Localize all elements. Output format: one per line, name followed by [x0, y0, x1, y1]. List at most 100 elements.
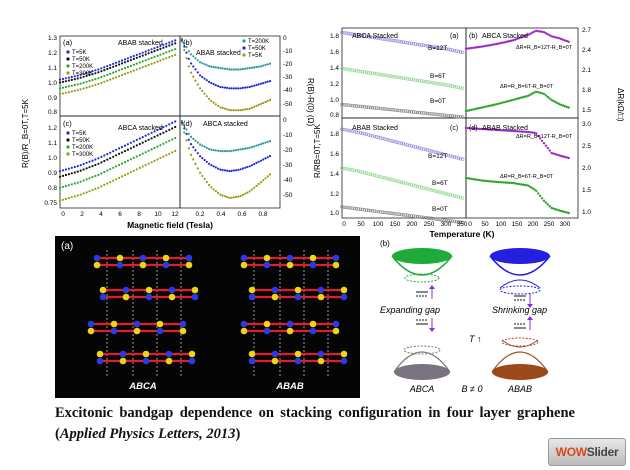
data-point	[391, 178, 395, 182]
data-point	[360, 131, 365, 136]
data-point	[372, 35, 377, 40]
data-point	[489, 180, 492, 183]
data-point	[421, 186, 426, 190]
wowslider-watermark[interactable]: WOWSlider	[548, 438, 626, 466]
data-point	[374, 106, 379, 110]
data-point	[91, 159, 94, 162]
data-point	[165, 154, 168, 157]
data-point	[531, 187, 534, 190]
svg-text:1.0: 1.0	[330, 97, 339, 104]
data-point	[112, 150, 115, 153]
svg-text:-10: -10	[283, 48, 293, 55]
data-point	[199, 87, 202, 90]
data-point	[205, 146, 208, 149]
data-point	[516, 97, 519, 101]
data-point	[533, 91, 536, 94]
atom	[340, 357, 348, 365]
data-point	[189, 62, 193, 65]
svg-text:0.9: 0.9	[48, 95, 57, 102]
data-point	[446, 47, 451, 51]
data-point	[514, 182, 517, 185]
atom	[99, 293, 107, 301]
data-point	[502, 101, 506, 104]
data-point	[217, 104, 220, 107]
data-point	[194, 149, 197, 152]
data-point	[385, 37, 389, 42]
data-point	[436, 217, 440, 222]
data-point	[387, 107, 391, 112]
data-point	[257, 143, 260, 146]
data-point	[483, 179, 487, 182]
data-point	[428, 216, 432, 220]
data-point	[544, 201, 548, 204]
data-point	[126, 172, 129, 175]
data-point	[226, 169, 229, 172]
data-point	[352, 68, 356, 73]
data-point	[123, 67, 127, 70]
atom	[286, 320, 294, 328]
data-point	[450, 84, 455, 88]
svg-text:1.2: 1.2	[48, 125, 57, 132]
data-point	[493, 180, 496, 183]
data-point	[397, 75, 401, 80]
data-point	[106, 153, 109, 156]
data-point	[383, 137, 387, 141]
abab-bottom-cone	[491, 337, 549, 380]
data-point	[264, 81, 267, 84]
data-point	[413, 78, 418, 82]
data-point	[364, 171, 369, 175]
data-point	[168, 56, 171, 59]
data-point	[208, 162, 211, 165]
data-point	[217, 191, 220, 195]
data-point	[221, 194, 224, 197]
data-point	[352, 32, 356, 37]
data-point	[266, 140, 269, 143]
data-point	[415, 78, 420, 83]
data-point	[537, 30, 540, 33]
data-point	[210, 65, 213, 68]
data-point	[237, 87, 240, 90]
data-point	[64, 168, 67, 171]
data-point	[144, 53, 147, 56]
data-point	[405, 41, 410, 45]
svg-text:12: 12	[171, 211, 179, 218]
data-point	[464, 176, 468, 180]
data-point	[538, 30, 542, 33]
data-point	[368, 35, 373, 39]
data-point	[372, 106, 377, 110]
data-point	[103, 69, 106, 72]
data-point	[531, 131, 534, 134]
data-point	[103, 183, 106, 186]
data-point	[264, 63, 267, 66]
data-point	[232, 87, 235, 90]
data-point	[485, 179, 489, 183]
data-point	[413, 145, 418, 149]
data-point	[135, 144, 138, 147]
data-point	[97, 162, 100, 165]
data-point	[377, 135, 381, 140]
data-point	[379, 136, 383, 140]
data-point	[442, 46, 446, 51]
atom	[286, 254, 294, 262]
data-point	[153, 135, 156, 138]
data-point	[424, 43, 428, 48]
data-point	[478, 127, 481, 131]
data-point	[354, 104, 358, 108]
data-point	[203, 158, 206, 162]
data-point	[212, 188, 215, 191]
data-point	[58, 81, 62, 84]
data-point	[262, 142, 265, 145]
data-point	[241, 167, 244, 170]
data-point	[194, 162, 197, 165]
mr-inline-c: ABCA stacked	[118, 125, 163, 132]
mr-subplot-a	[58, 39, 177, 96]
svg-text:1.8: 1.8	[582, 87, 591, 94]
data-point	[79, 164, 82, 167]
data-point	[228, 170, 231, 173]
mr-ylabel-right: R(B)-R(0) (Ω)	[306, 78, 315, 127]
data-point	[518, 36, 521, 40]
data-point	[64, 80, 67, 83]
data-point	[217, 149, 220, 152]
data-point	[368, 71, 373, 75]
data-point	[214, 66, 217, 69]
